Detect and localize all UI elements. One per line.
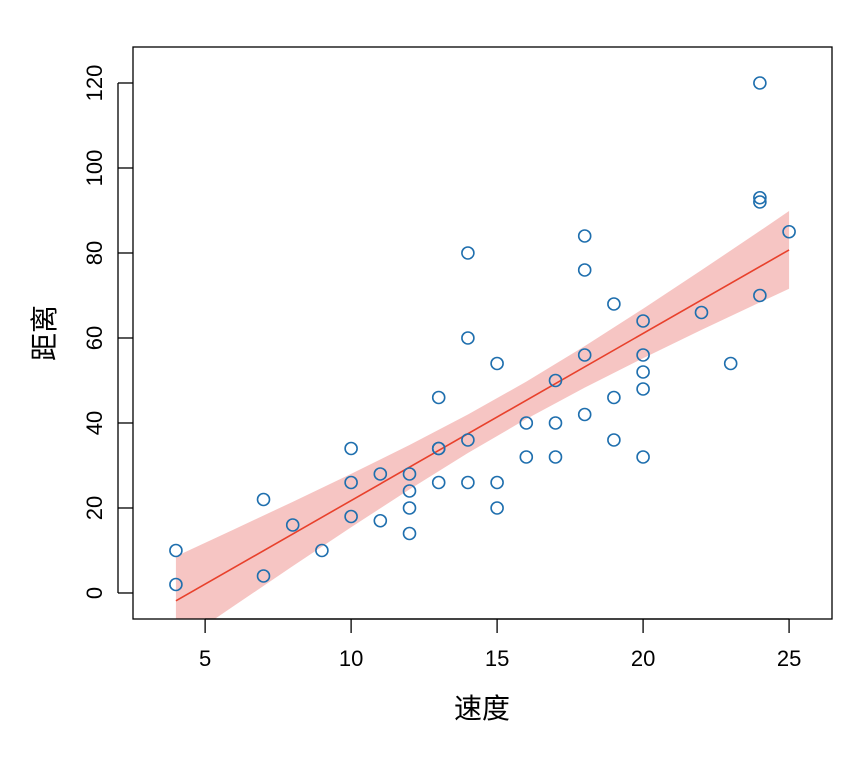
point <box>636 382 650 396</box>
x-tick-label: 25 <box>777 646 801 671</box>
point <box>402 526 417 541</box>
point <box>490 501 504 515</box>
point <box>519 450 534 464</box>
point <box>577 407 592 422</box>
confidence-band <box>175 211 790 619</box>
point <box>373 513 388 528</box>
point <box>548 416 563 430</box>
point <box>373 467 388 481</box>
point <box>723 356 738 371</box>
point <box>694 305 709 320</box>
fit-line <box>175 249 790 602</box>
point <box>402 484 417 498</box>
point <box>753 288 767 303</box>
point <box>431 441 446 456</box>
y-tick-label: 100 <box>82 150 107 187</box>
y-tick-label: 120 <box>82 65 107 102</box>
y-tick-label: 60 <box>82 326 107 350</box>
point <box>607 390 621 405</box>
point <box>344 475 358 490</box>
point <box>285 518 300 532</box>
point <box>636 348 650 362</box>
point <box>753 190 767 205</box>
x-tick-label: 5 <box>199 646 211 671</box>
y-tick-label: 0 <box>82 587 107 599</box>
point <box>753 76 767 90</box>
point <box>431 390 446 405</box>
point <box>636 450 650 464</box>
point <box>461 433 475 447</box>
point <box>548 373 563 388</box>
point <box>256 569 271 583</box>
point <box>344 509 358 524</box>
point <box>344 441 358 456</box>
x-axis-label: 速度 <box>454 693 510 724</box>
point <box>402 501 417 515</box>
x-tick-label: 15 <box>485 646 509 671</box>
point <box>607 297 621 311</box>
point <box>519 416 534 430</box>
y-tick-label: 40 <box>82 411 107 435</box>
point <box>753 195 767 209</box>
point <box>169 543 183 558</box>
point <box>577 263 592 277</box>
point <box>782 224 796 239</box>
y-tick-label: 20 <box>82 496 107 520</box>
point <box>461 475 475 490</box>
x-tick-label: 10 <box>339 646 363 671</box>
point <box>256 492 271 507</box>
point <box>461 246 475 260</box>
point <box>315 543 329 558</box>
y-tick-label: 80 <box>82 241 107 265</box>
point <box>431 475 446 490</box>
point <box>577 229 592 243</box>
plot-area <box>169 76 796 619</box>
point <box>490 356 504 371</box>
point <box>169 577 183 592</box>
point <box>636 314 650 328</box>
point <box>402 467 417 481</box>
point <box>490 475 504 490</box>
point <box>548 450 563 464</box>
point <box>461 331 475 345</box>
point <box>636 365 650 379</box>
point <box>577 348 592 362</box>
x-tick-label: 20 <box>631 646 655 671</box>
point <box>607 433 621 447</box>
y-axis-label: 距离 <box>29 305 60 361</box>
